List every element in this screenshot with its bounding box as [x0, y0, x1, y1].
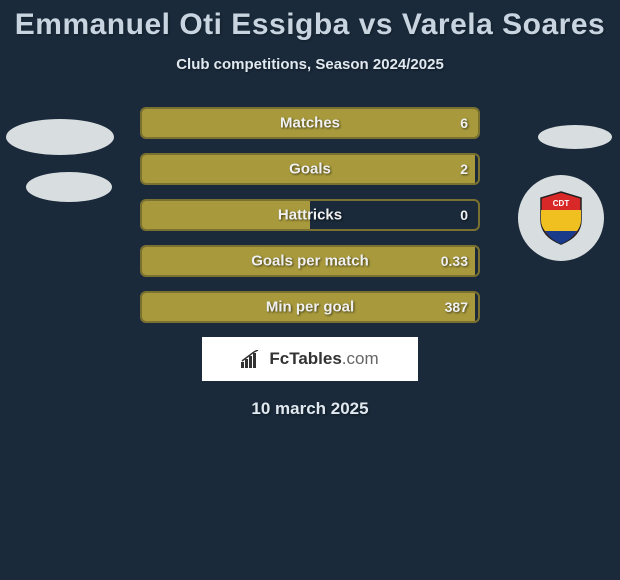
watermark-domain: .com [342, 349, 379, 368]
watermark-text: FcTables.com [269, 349, 378, 369]
stat-bar-goals-per-match: Goals per match 0.33 [140, 245, 480, 277]
stat-bar-matches: Matches 6 [140, 107, 480, 139]
stat-label: Matches [280, 115, 340, 132]
stat-value: 6 [460, 115, 468, 131]
stat-value: 387 [445, 299, 468, 315]
page-title: Emmanuel Oti Essigba vs Varela Soares [0, 0, 620, 42]
player-left-avatar-shape-1 [6, 119, 114, 155]
stat-label: Min per goal [266, 299, 354, 316]
svg-text:CDT: CDT [553, 199, 570, 208]
stat-bar-hattricks: Hattricks 0 [140, 199, 480, 231]
stat-bars: Matches 6 Goals 2 Hattricks 0 Goals per … [140, 107, 480, 323]
fctables-logo-icon [241, 350, 263, 368]
club-shield-icon: CDT [537, 190, 585, 246]
watermark: FcTables.com [202, 337, 418, 381]
stat-bar-min-per-goal: Min per goal 387 [140, 291, 480, 323]
stat-value: 2 [460, 161, 468, 177]
stat-label: Goals [289, 161, 331, 178]
watermark-label: FcTables [269, 349, 341, 368]
stat-value: 0.33 [441, 253, 468, 269]
page-subtitle: Club competitions, Season 2024/2025 [0, 56, 620, 73]
date-text: 10 march 2025 [0, 399, 620, 419]
stats-area: CDT Matches 6 Goals 2 Hattricks 0 Goals … [0, 107, 620, 419]
stat-label: Hattricks [278, 207, 342, 224]
player-left-avatar-shape-2 [26, 172, 112, 202]
player-right-avatar-shape [538, 125, 612, 149]
stat-bar-goals: Goals 2 [140, 153, 480, 185]
club-badge: CDT [518, 175, 604, 261]
stat-label: Goals per match [251, 253, 369, 270]
stat-value: 0 [460, 207, 468, 223]
